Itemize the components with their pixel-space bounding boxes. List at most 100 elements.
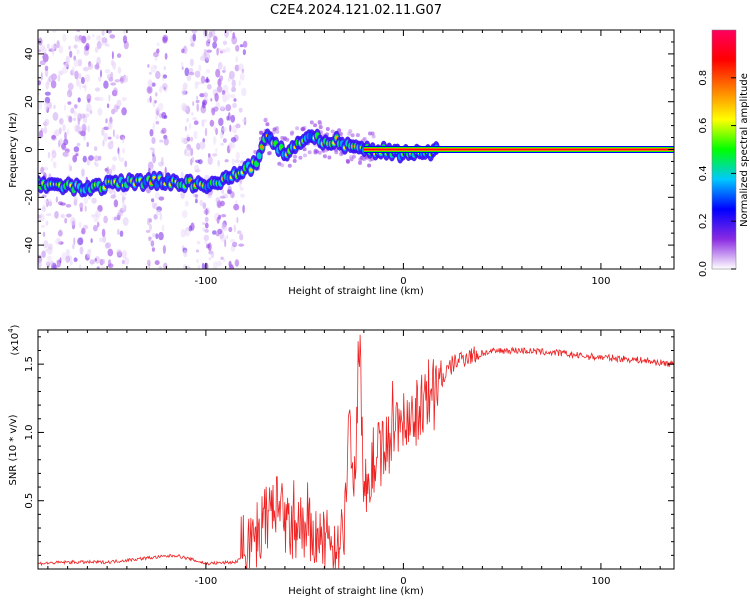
spectrogram-noise-point: [73, 146, 80, 153]
spectrogram-noise-point: [188, 71, 195, 76]
spectrogram-noise-point: [180, 136, 185, 144]
spectrogram-noise-point: [221, 214, 227, 218]
spectrogram-noise-point: [217, 159, 221, 167]
spectrogram-noise-point: [318, 125, 323, 130]
spectrogram-noise-point: [41, 47, 47, 54]
spectrogram-noise-point: [164, 166, 167, 175]
spectrogram-noise-point: [186, 74, 192, 82]
spectrogram-noise-point: [121, 107, 127, 116]
colorbar-tick-label: 0.4: [698, 165, 709, 181]
spectrogram-noise-point: [334, 150, 339, 155]
spectrogram-noise-point: [186, 136, 191, 142]
spectrogram-noise-point: [68, 45, 71, 50]
spectrogram-noise-point: [162, 36, 168, 44]
spectrogram-noise-point: [58, 127, 62, 135]
spectrogram-noise-point: [38, 49, 42, 53]
spectrogram-noise-point: [213, 35, 218, 43]
spectrogram-noise-point: [48, 75, 54, 83]
spectrogram-noise-point: [219, 75, 224, 82]
spectrogram-noise-point: [221, 188, 224, 195]
spectrogram-noise-point: [202, 119, 208, 123]
snr-xlabel: Height of straight line (km): [288, 586, 424, 597]
spectrogram-noise-point: [113, 104, 119, 113]
spectrogram-noise-point: [159, 212, 163, 221]
spectrogram-noise-point: [101, 30, 105, 36]
spectrogram-noise-point: [151, 137, 156, 144]
spectrogram-noise-point: [238, 80, 241, 87]
spectrogram-noise-point: [42, 231, 46, 237]
spectrogram-noise-point: [239, 233, 244, 241]
spectrogram-noise-point: [161, 127, 167, 134]
spectrogram-noise-point: [322, 154, 327, 159]
spectrogram-noise-point: [367, 163, 372, 168]
spectrogram-noise-point: [94, 256, 101, 264]
spectrogram-noise-point: [229, 70, 235, 80]
spectrogram-noise-point: [61, 252, 67, 261]
spectrogram-noise-point: [116, 53, 122, 58]
spectrogram-noise-point: [98, 96, 104, 102]
spectrogram-noise-point: [197, 159, 203, 165]
spectrogram-noise-point: [280, 135, 285, 140]
spectrogram-noise-point: [43, 126, 48, 134]
spectrogram-noise-point: [107, 43, 110, 48]
spectrogram-noise-point: [50, 43, 56, 50]
spectrogram-noise-point: [161, 83, 168, 90]
spectrogram-noise-point: [192, 101, 195, 106]
spectrogram-carrier-peak: [363, 148, 674, 151]
spectrogram-noise-point: [233, 224, 236, 233]
spectrogram-noise-point: [206, 33, 211, 43]
spectrogram-noise-point: [191, 112, 194, 116]
spectrogram-noise-point: [73, 55, 77, 61]
spectrogram-noise-point: [38, 102, 43, 110]
spectrogram-noise-point: [82, 66, 89, 72]
spectrogram-noise-point: [192, 33, 197, 42]
spectrogram-noise-point: [236, 217, 239, 224]
spectrogram-noise-point: [158, 266, 163, 269]
spectrogram-noise-point: [86, 141, 89, 148]
spectrogram-noise-point: [105, 118, 108, 124]
spectrogram-noise-point: [121, 259, 125, 265]
spectrogram-noise-point: [51, 30, 57, 33]
spectrogram-noise-point: [65, 55, 70, 65]
spectrogram-ridge-mark: [249, 168, 253, 172]
spectrogram-noise-point: [195, 249, 200, 253]
spectrogram-noise-point: [64, 131, 67, 141]
spectrogram-noise-point: [43, 52, 47, 59]
spectrogram-noise-point: [263, 117, 268, 122]
spectrogram-noise-point: [154, 192, 160, 199]
spectrogram-noise-point: [77, 59, 83, 67]
spectrogram-noise-point: [44, 118, 50, 126]
spectrogram-noise-point: [73, 44, 78, 49]
spectrogram-noise-point: [107, 136, 112, 140]
spectrogram-noise-point: [186, 118, 190, 123]
spectrogram-noise-point: [147, 64, 150, 68]
spectrogram-noise-point: [115, 134, 119, 140]
snr-ytick-label: 1.0: [24, 424, 35, 440]
spectrogram-noise-point: [73, 117, 76, 122]
spectrogram-noise-point: [103, 132, 108, 142]
spectrogram-noise-point: [63, 150, 70, 158]
spectrogram-noise-point: [371, 134, 376, 139]
spectrogram-noise-point: [203, 92, 209, 98]
spectrogram-noise-point: [207, 156, 213, 165]
colorbar: 0.0 0.2 0.4 0.6 0.8 Normalized spectral ampl…: [698, 29, 750, 277]
spectrogram-noise-point: [190, 158, 193, 166]
spectrogram-noise-point: [38, 80, 41, 86]
spectrogram-noise-point: [87, 62, 94, 70]
spectrogram-noise-point: [368, 131, 372, 136]
spectrogram-noise-point: [146, 85, 153, 94]
spectrogram-noise-point: [224, 159, 229, 163]
spectrogram-noise-point: [222, 40, 228, 46]
spectrogram-noise-point: [183, 250, 188, 258]
snr-ticks: -100 0 100 0.5 1.0 1.5: [24, 330, 674, 587]
spectrogram-noise-point: [88, 155, 94, 161]
colorbar-tick-label: 0.8: [698, 70, 709, 86]
spectrogram-noise-point: [101, 127, 105, 136]
spectrogram-noise-point: [206, 69, 210, 74]
spectrogram-noise-point: [153, 202, 158, 210]
snr-multiplier-close: ): [10, 324, 21, 328]
spectrogram-noise-point: [182, 82, 188, 90]
spectrogram-noise-point: [201, 101, 206, 109]
spectrogram-noise-point: [217, 61, 223, 71]
spectrogram-noise-point: [192, 117, 198, 121]
